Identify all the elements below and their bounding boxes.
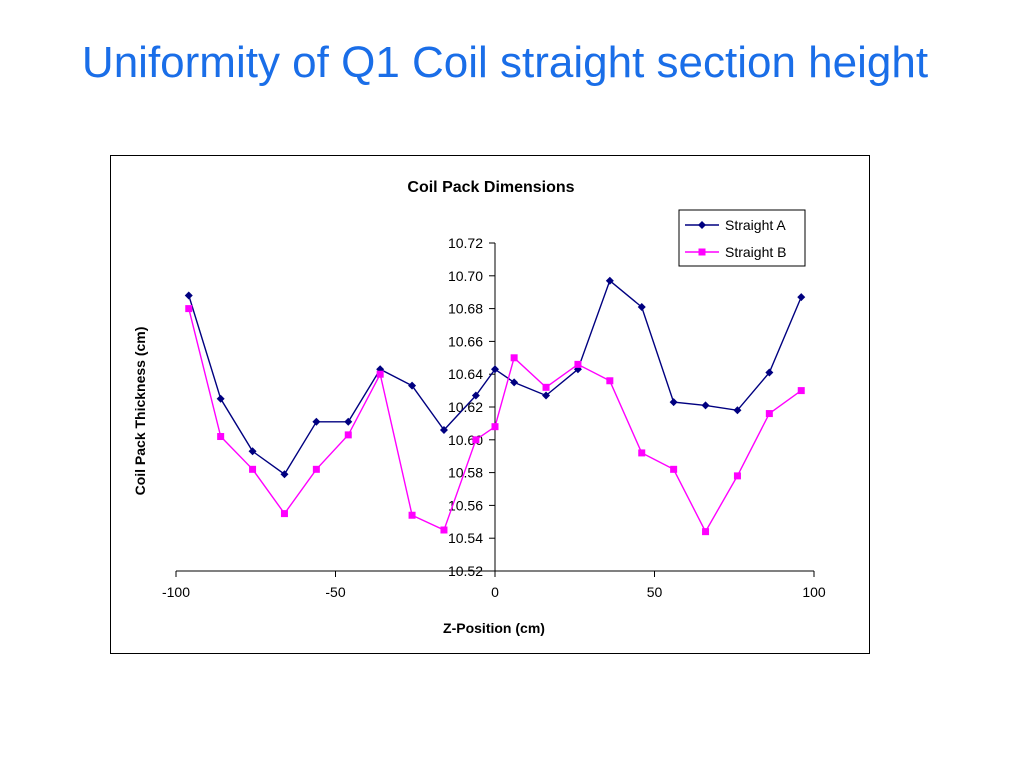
data-point-straight-a xyxy=(312,417,321,426)
y-tick-label: 10.54 xyxy=(448,530,483,546)
data-point-straight-a xyxy=(669,398,678,407)
y-tick-label: 10.56 xyxy=(448,497,483,513)
y-tick-label: 10.68 xyxy=(448,301,483,317)
data-point-straight-a xyxy=(184,291,193,300)
y-axis-title: Coil Pack Thickness (cm) xyxy=(132,327,148,496)
data-point-straight-b xyxy=(312,465,320,473)
data-point-straight-b xyxy=(797,387,805,395)
data-point-straight-b xyxy=(344,431,352,439)
y-tick-label: 10.70 xyxy=(448,268,483,284)
chart-title: Coil Pack Dimensions xyxy=(407,179,574,196)
data-point-straight-a xyxy=(797,293,806,302)
data-point-straight-b xyxy=(376,370,384,378)
y-tick-label: 10.66 xyxy=(448,333,483,349)
legend-label-2: Straight B xyxy=(725,244,786,260)
x-tick-label: -100 xyxy=(162,584,190,600)
y-tick-label: 10.72 xyxy=(448,235,483,251)
data-point-straight-a xyxy=(280,470,289,479)
data-point-straight-b xyxy=(702,528,710,536)
data-point-straight-a xyxy=(765,368,774,377)
data-point-straight-b xyxy=(249,465,257,473)
legend-box xyxy=(678,209,806,267)
data-point-straight-a xyxy=(408,381,417,390)
data-point-straight-b xyxy=(472,436,480,444)
x-tick-label: 50 xyxy=(647,584,663,600)
data-point-straight-a xyxy=(216,394,225,403)
data-point-straight-a xyxy=(471,391,480,400)
data-point-straight-b xyxy=(670,465,678,473)
data-point-straight-b xyxy=(185,305,193,313)
data-point-straight-b xyxy=(765,410,773,418)
data-point-straight-b xyxy=(606,377,614,385)
data-point-straight-b xyxy=(638,449,646,457)
slide-title: Uniformity of Q1 Coil straight section h… xyxy=(81,38,929,87)
line-chart: Coil Pack Dimensions -100 -50 0 50 100 10.52 10… xyxy=(132,179,826,636)
legend-marker-straight-a xyxy=(698,221,706,229)
chart-frame: Coil Pack Dimensions -100 -50 0 50 100 10.52 10… xyxy=(110,155,870,654)
data-point-straight-a xyxy=(637,302,646,311)
data-point-straight-a xyxy=(733,406,742,415)
x-tick-label: 100 xyxy=(802,584,826,600)
data-point-straight-b xyxy=(491,423,499,431)
data-point-straight-b xyxy=(574,360,582,368)
data-point-straight-a xyxy=(510,378,519,387)
data-point-straight-a xyxy=(248,447,257,456)
data-point-straight-b xyxy=(440,526,448,534)
data-point-straight-b xyxy=(542,383,550,391)
x-tick-label: -50 xyxy=(325,584,345,600)
data-point-straight-b xyxy=(733,472,741,480)
data-point-straight-a xyxy=(344,417,353,426)
legend-label-1: Straight A xyxy=(725,217,786,233)
data-point-straight-b xyxy=(510,354,518,362)
x-tick-label: 0 xyxy=(491,584,499,600)
data-point-straight-b xyxy=(408,511,416,519)
data-point-straight-b xyxy=(217,433,225,441)
y-tick-label: 10.58 xyxy=(448,465,483,481)
y-tick-label: 10.52 xyxy=(448,563,483,579)
y-tick-label: 10.64 xyxy=(448,366,483,382)
legend-marker-straight-b xyxy=(698,248,706,256)
data-point-straight-a xyxy=(701,401,710,410)
data-point-straight-b xyxy=(280,510,288,518)
data-point-straight-a xyxy=(542,391,551,400)
x-axis-title: Z-Position (cm) xyxy=(443,620,545,636)
data-point-straight-a xyxy=(605,276,614,285)
data-point-straight-a xyxy=(439,425,448,434)
data-point-straight-a xyxy=(491,365,499,374)
